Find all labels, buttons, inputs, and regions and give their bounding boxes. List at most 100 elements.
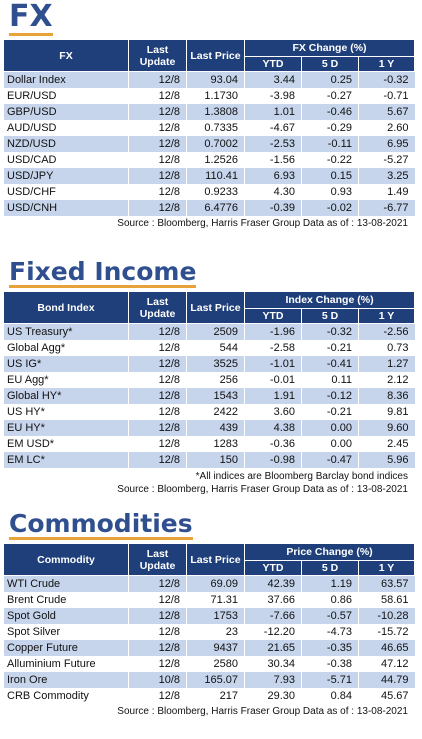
col-header-ytd: YTD [244,308,302,324]
cell-5d: -0.29 [301,120,359,136]
cell-name: Iron Ore [3,672,129,688]
cell-ytd: -1.56 [244,152,302,168]
col-header-last-update: Last Update [128,291,187,324]
cell-ytd: -1.96 [244,323,302,340]
cell-5d: -0.22 [301,152,359,168]
cell-last-update: 12/8 [128,388,187,404]
cell-5d: -0.12 [301,388,359,404]
cell-5d: -5.71 [301,672,359,688]
cell-1y: 0.73 [357,340,415,356]
cell-last-update: 12/8 [128,88,187,104]
col-header-change-group: FX Change (%) [244,39,415,57]
cell-name: GBP/USD [3,104,129,120]
cell-5d: 0.25 [301,71,359,88]
cell-5d: -0.11 [301,136,359,152]
cell-ytd: -0.39 [244,200,302,216]
cell-ytd: 7.93 [244,672,302,688]
cell-5d: -0.21 [301,404,359,420]
cell-1y: 2.60 [358,120,415,136]
cell-last-update: 12/8 [128,436,187,452]
cell-last-price: 71.31 [186,592,245,608]
cell-name: USD/JPY [3,168,129,184]
col-header-1y: 1 Y [357,308,416,324]
cell-name: Spot Gold [3,608,129,624]
cell-1y: 9.60 [357,420,415,436]
cell-last-update: 12/8 [128,608,187,624]
table-row: WTI Crude 12/8 69.09 42.39 1.19 63.57 [3,575,415,592]
col-header-ytd: YTD [244,56,302,72]
cell-last-price: 165.07 [186,672,245,688]
table-row: GBP/USD 12/8 1.3808 1.01 -0.46 5.67 [3,104,415,120]
cell-last-update: 12/8 [128,136,187,152]
cell-name: Brent Crude [3,592,129,608]
cell-ytd: -2.58 [244,340,302,356]
table-row: USD/CAD 12/8 1.2526 -1.56 -0.22 -5.27 [3,152,415,168]
cell-ytd: 4.30 [244,184,302,200]
cell-name: NZD/USD [3,136,129,152]
cell-last-price: 0.9233 [186,184,245,200]
cell-last-update: 12/8 [128,640,187,656]
cell-ytd: 1.91 [244,388,302,404]
cell-last-price: 256 [186,372,245,388]
cell-last-update: 12/8 [128,372,187,388]
col-header-name: Commodity [3,543,129,576]
cell-last-update: 12/8 [128,340,187,356]
cell-name: USD/CNH [3,200,129,216]
table-row: Iron Ore 10/8 165.07 7.93 -5.71 44.79 [3,672,415,688]
cell-1y: 2.45 [357,436,415,452]
col-header-5d: 5 D [301,560,359,576]
table-row: US HY* 12/8 2422 3.60 -0.21 9.81 [3,404,415,420]
cell-last-price: 0.7335 [186,120,245,136]
cell-ytd: -1.01 [244,356,302,372]
cell-5d: -0.21 [301,340,359,356]
cell-name: Global Agg* [3,340,129,356]
col-header-last-price: Last Price [186,39,245,72]
cell-5d: -0.46 [301,104,359,120]
cell-name: USD/CAD [3,152,129,168]
table-row: Alluminium Future 12/8 2580 30.34 -0.38 47.12 [3,656,415,672]
col-header-1y: 1 Y [358,56,415,72]
cell-5d: 0.93 [301,184,359,200]
col-header-last-price: Last Price [186,543,245,576]
table-row: AUD/USD 12/8 0.7335 -4.67 -0.29 2.60 [3,120,415,136]
cell-last-price: 2580 [186,656,245,672]
cell-1y: -5.27 [358,152,415,168]
cell-last-price: 439 [186,420,245,436]
table-row: EU HY* 12/8 439 4.38 0.00 9.60 [3,420,415,436]
fixed-income-footnote: *All indices are Bloomberg Barclay bond … [195,471,408,482]
col-header-name: Bond Index [3,291,129,324]
commodities-table: Commodity Last Update Last Price Price C… [3,543,416,704]
cell-name: AUD/USD [3,120,129,136]
cell-name: EUR/USD [3,88,129,104]
cell-last-price: 93.04 [186,71,245,88]
fixed-income-section: Fixed Income Bond Index Last Update Last… [3,259,416,496]
cell-last-update: 12/8 [128,356,187,372]
cell-last-price: 69.09 [186,575,245,592]
cell-last-price: 6.4776 [186,200,245,216]
cell-1y: 5.67 [358,104,415,120]
commodities-source: Source : Bloomberg, Harris Fraser Group … [117,706,408,717]
table-row: US IG* 12/8 3525 -1.01 -0.41 1.27 [3,356,415,372]
cell-1y: -15.72 [357,624,415,640]
cell-last-update: 12/8 [128,168,187,184]
cell-last-price: 1.1730 [186,88,245,104]
table-row: USD/CHF 12/8 0.9233 4.30 0.93 1.49 [3,184,415,200]
cell-1y: 1.49 [358,184,415,200]
cell-1y: 58.61 [357,592,415,608]
cell-1y: -10.28 [357,608,415,624]
cell-last-update: 12/8 [128,420,187,436]
cell-ytd: -4.67 [244,120,302,136]
cell-5d: -4.73 [301,624,359,640]
cell-ytd: -0.98 [244,452,302,468]
cell-5d: -0.27 [301,88,359,104]
cell-last-price: 3525 [186,356,245,372]
fx-table: FX Last Update Last Price FX Change (%) … [3,39,415,216]
fx-title: FX [9,0,53,36]
col-header-last-price: Last Price [186,291,245,324]
cell-ytd: 42.39 [244,575,302,592]
cell-5d: 0.00 [301,436,359,452]
table-row: CRB Commodity 12/8 217 29.30 0.84 45.67 [3,688,415,704]
cell-name: EM LC* [3,452,129,468]
col-header-change-group: Index Change (%) [243,291,416,309]
commodities-section: Commodities Commodity Last Update Last P… [3,511,416,718]
